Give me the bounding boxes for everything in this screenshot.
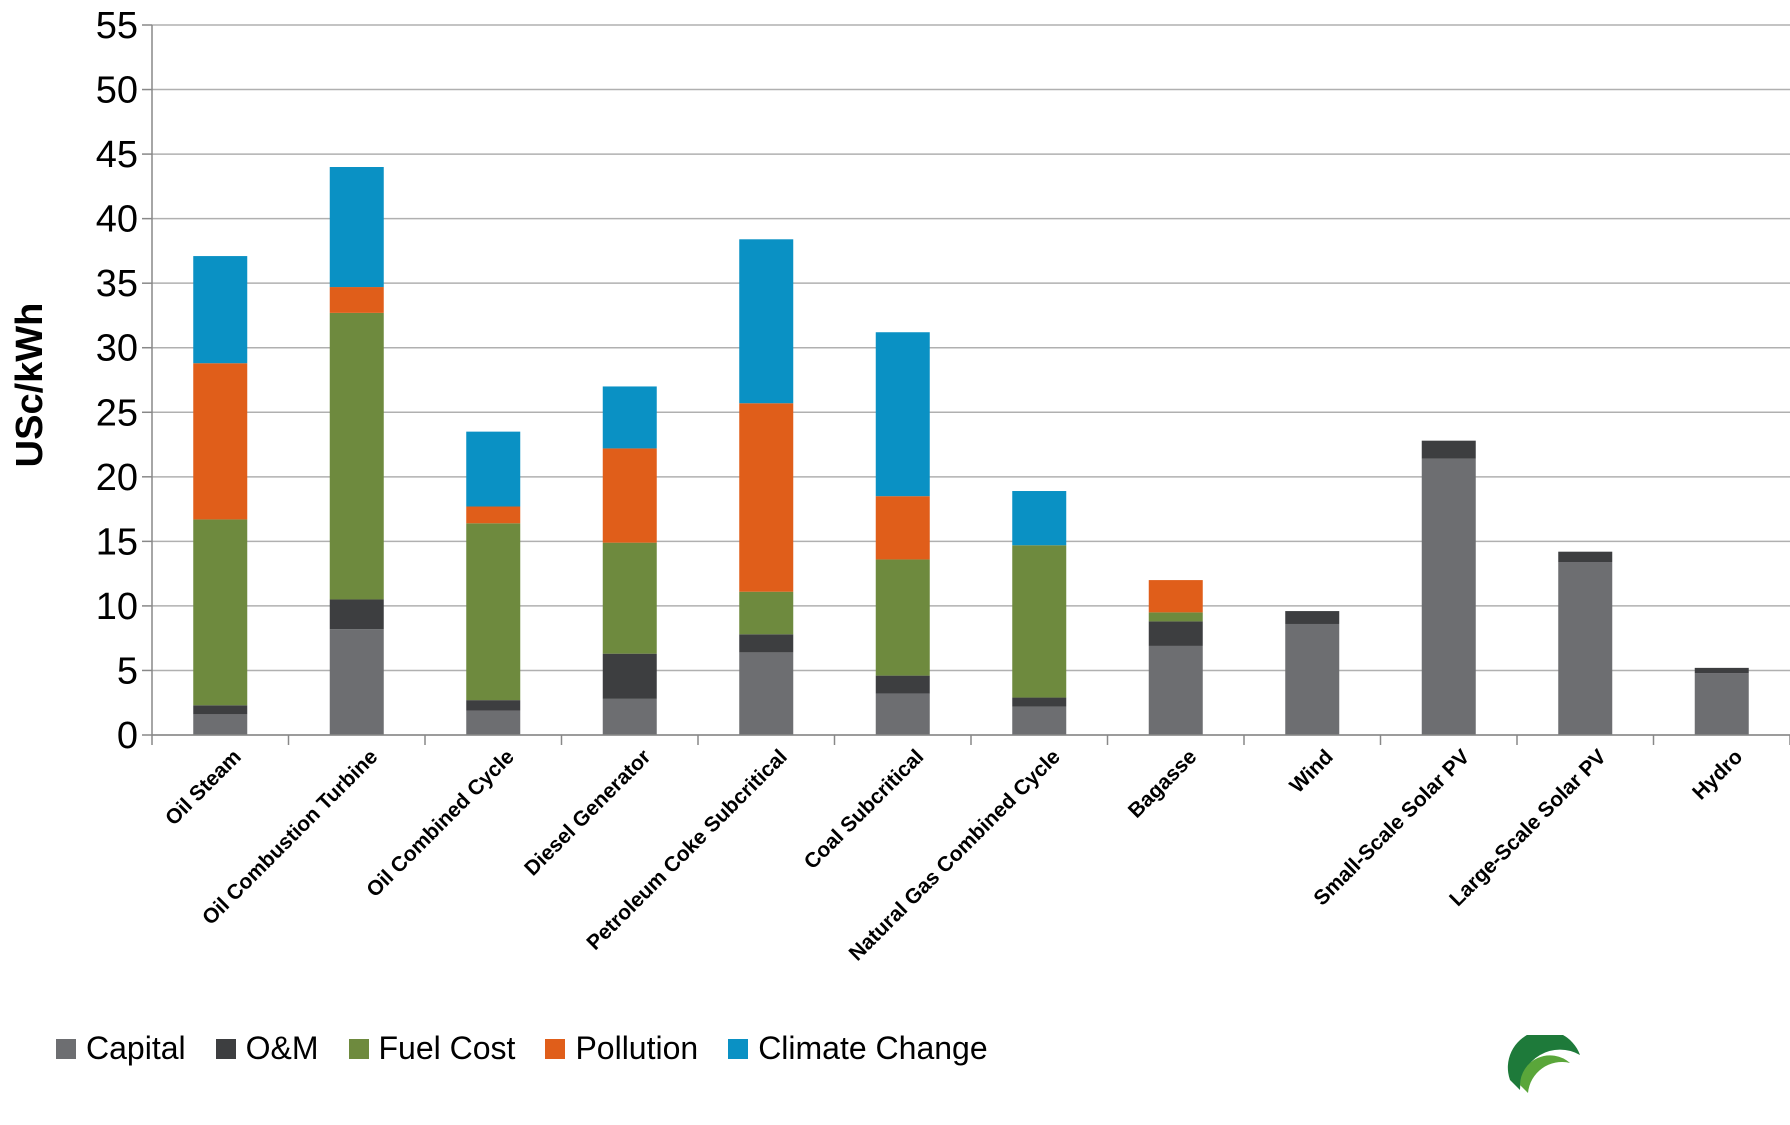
bar-segment-capital (330, 629, 384, 735)
x-tick-label: Coal Subcritical (800, 745, 928, 873)
bar-segment-o-m (330, 599, 384, 629)
bar-segment-pollution (466, 507, 520, 524)
x-tick-label: Oil Combined Cycle (362, 745, 519, 902)
bar-segment-o-m (1695, 668, 1749, 673)
legend: Capital O&M Fuel Cost Pollution Climate Chan… (56, 1030, 1018, 1067)
bar-segment-pollution (876, 496, 930, 559)
bar-segment-pollution (603, 448, 657, 542)
bar-segment-o-m (1422, 441, 1476, 459)
bar-segment-pollution (739, 403, 793, 591)
bar-segment-climate-change (330, 167, 384, 287)
bar-segment-pollution (1149, 580, 1203, 612)
bar-segment-climate-change (1012, 491, 1066, 545)
bar-segment-fuel-cost (466, 523, 520, 700)
bar-segment-capital (1695, 673, 1749, 735)
bar-segment-fuel-cost (603, 543, 657, 654)
bar-segment-climate-change (876, 332, 930, 496)
legend-item: Climate Change (728, 1030, 987, 1067)
legend-item: Fuel Cost (349, 1030, 516, 1067)
x-tick-label: Bagasse (1124, 745, 1201, 822)
y-tick-label: 30 (96, 328, 138, 370)
bar-segment-capital (876, 694, 930, 735)
legend-swatch (545, 1039, 565, 1059)
y-tick-label: 20 (96, 457, 138, 499)
bar-segment-pollution (330, 287, 384, 313)
bar-segment-fuel-cost (1149, 612, 1203, 621)
bar-segment-capital (603, 699, 657, 735)
legend-item: Pollution (545, 1030, 698, 1067)
legend-swatch (216, 1039, 236, 1059)
y-tick-label: 40 (96, 199, 138, 241)
bars (193, 167, 1749, 735)
bar-segment-fuel-cost (739, 592, 793, 635)
bar-segment-capital (1422, 459, 1476, 735)
bar-segment-o-m (603, 654, 657, 699)
bar-segment-o-m (1012, 698, 1066, 707)
bar-segment-o-m (1558, 552, 1612, 562)
x-tick-label: Large-Scale Solar PV (1445, 745, 1611, 911)
y-tick-label: 15 (96, 521, 138, 563)
logo-icon (1500, 1035, 1590, 1125)
x-tick-label: Hydro (1688, 745, 1747, 804)
legend-swatch (56, 1039, 76, 1059)
bar-segment-o-m (193, 705, 247, 714)
legend-label: Fuel Cost (379, 1030, 516, 1067)
bar-segment-o-m (739, 634, 793, 652)
bar-segment-o-m (1149, 621, 1203, 646)
bar-segment-o-m (876, 676, 930, 694)
x-tick-label: Wind (1285, 745, 1337, 797)
y-tick-label: 0 (117, 715, 138, 757)
x-tick-label: Diesel Generator (520, 745, 655, 880)
y-tick-label: 25 (96, 392, 138, 434)
bar-segment-fuel-cost (1012, 545, 1066, 697)
y-tick-label: 50 (96, 70, 138, 112)
legend-item: O&M (216, 1030, 319, 1067)
legend-label: O&M (246, 1030, 319, 1067)
bar-segment-capital (1558, 562, 1612, 735)
y-tick-label: 55 (96, 5, 138, 47)
y-tick-label: 10 (96, 586, 138, 628)
bar-segment-capital (466, 710, 520, 735)
x-tick-label: Oil Steam (161, 745, 246, 830)
bar-segment-climate-change (193, 256, 247, 363)
bar-segment-capital (739, 652, 793, 735)
bar-segment-o-m (1285, 611, 1339, 624)
legend-label: Climate Change (758, 1030, 987, 1067)
gridlines (142, 25, 1790, 735)
bar-segment-fuel-cost (876, 559, 930, 675)
bar-segment-climate-change (739, 239, 793, 403)
bar-segment-capital (1285, 624, 1339, 735)
y-axis-label: USc/kWh (9, 303, 51, 468)
legend-swatch (728, 1039, 748, 1059)
bar-segment-fuel-cost (330, 313, 384, 600)
y-tick-label: 35 (96, 263, 138, 305)
y-tick-label: 5 (117, 650, 138, 692)
legend-label: Pollution (575, 1030, 698, 1067)
axes (152, 25, 1790, 745)
bar-segment-climate-change (466, 432, 520, 507)
legend-swatch (349, 1039, 369, 1059)
y-tick-label: 45 (96, 134, 138, 176)
bar-segment-fuel-cost (193, 519, 247, 705)
legend-item: Capital (56, 1030, 186, 1067)
legend-label: Capital (86, 1030, 186, 1067)
bar-segment-pollution (193, 363, 247, 519)
bar-segment-o-m (466, 700, 520, 710)
bar-segment-climate-change (603, 386, 657, 448)
bar-segment-capital (1149, 646, 1203, 735)
x-tick-label: Small-Scale Solar PV (1309, 745, 1474, 910)
bar-segment-capital (193, 714, 247, 735)
bar-segment-capital (1012, 707, 1066, 735)
y-tick-labels: 0 5 10 15 20 25 30 35 40 45 50 55 (96, 5, 138, 757)
